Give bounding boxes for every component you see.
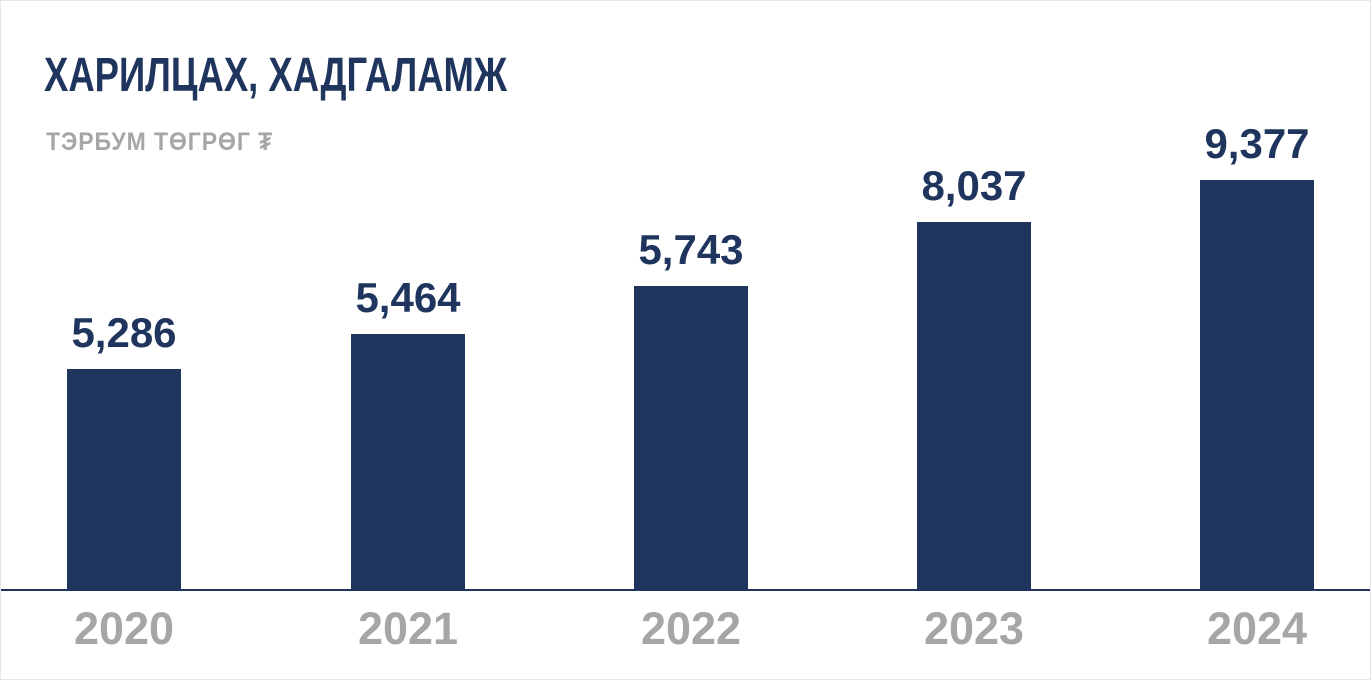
bar-2020 [67, 369, 181, 590]
x-axis-label-2020: 2020 [73, 603, 175, 654]
bar-2022 [634, 286, 748, 590]
chart-title: ХАРИЛЦАХ, ХАДГАЛАМЖ [44, 49, 507, 102]
bar-value-label-2022: 5,743 [638, 226, 744, 273]
bar-value-label-2023: 8,037 [921, 162, 1027, 209]
bar-2021 [351, 334, 465, 590]
bar-2024 [1200, 180, 1314, 590]
chart-subtitle: ТЭРБУМ ТӨГРӨГ ₮ [46, 128, 274, 156]
bar-value-label-2020: 5,286 [71, 309, 177, 356]
x-axis-label-2023: 2023 [923, 603, 1025, 654]
x-axis-line [1, 589, 1370, 591]
x-axis-label-2024: 2024 [1206, 603, 1308, 654]
bar-value-label-2021: 5,464 [355, 274, 461, 321]
x-axis-label-2022: 2022 [640, 603, 742, 654]
bar-2023 [917, 222, 1031, 590]
x-axis-label-2021: 2021 [357, 603, 459, 654]
bar-value-label-2024: 9,377 [1204, 120, 1310, 167]
